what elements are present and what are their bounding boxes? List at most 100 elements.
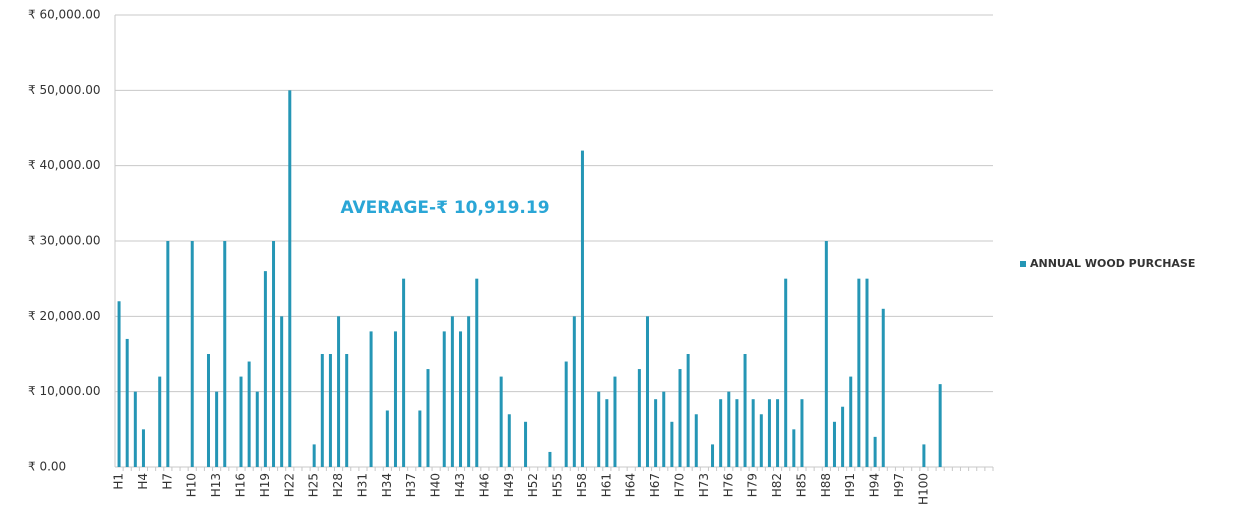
x-tick-label: H52	[526, 473, 540, 497]
bar	[166, 241, 170, 467]
bar	[800, 399, 804, 467]
bar	[263, 271, 267, 467]
average-annotation: AVERAGE-₹ 10,919.19	[340, 198, 549, 218]
x-tick-label: H4	[136, 473, 150, 490]
x-tick-label: H13	[209, 473, 223, 497]
bar	[776, 399, 780, 467]
bar	[418, 410, 422, 467]
x-tick-label: H67	[648, 473, 662, 497]
x-tick-label: H40	[429, 473, 443, 497]
bar	[345, 354, 349, 467]
y-tick-label: ₹ 0.00	[28, 460, 66, 474]
bar	[206, 354, 210, 467]
bar	[938, 384, 942, 467]
x-tick-label: H70	[673, 473, 687, 497]
bar	[328, 354, 332, 467]
bar	[832, 421, 836, 467]
bar	[580, 150, 584, 467]
bar	[369, 331, 373, 467]
bar	[824, 241, 828, 467]
bar	[792, 429, 796, 467]
bar	[564, 361, 568, 467]
x-tick-label: H97	[892, 473, 906, 497]
x-tick-label: H43	[453, 473, 467, 497]
bar	[873, 436, 877, 467]
x-tick-label: H19	[258, 473, 272, 497]
bar	[922, 444, 926, 467]
bar	[450, 316, 454, 467]
x-tick-label: H37	[404, 473, 418, 497]
bar	[711, 444, 715, 467]
x-tick-label: H7	[160, 473, 174, 490]
bar	[385, 410, 389, 467]
x-tick-label: H88	[819, 473, 833, 497]
bar	[223, 241, 227, 467]
bar	[442, 331, 446, 467]
x-tick-label: H73	[697, 473, 711, 497]
bar	[288, 90, 292, 467]
y-tick-label: ₹ 30,000.00	[28, 234, 101, 248]
legend-swatch	[1020, 261, 1026, 267]
bar	[597, 391, 601, 467]
x-tick-label: H22	[282, 473, 296, 497]
bar	[865, 278, 869, 467]
bar	[662, 391, 666, 467]
y-tick-label: ₹ 50,000.00	[28, 83, 101, 97]
bar	[117, 301, 121, 467]
bar	[735, 399, 739, 467]
bar	[572, 316, 576, 467]
bar	[133, 391, 137, 467]
legend-label: ANNUAL WOOD PURCHASE	[1030, 257, 1195, 270]
bar	[743, 354, 747, 467]
x-tick-label: H55	[551, 473, 565, 497]
x-tick-label: H25	[307, 473, 321, 497]
bar	[605, 399, 609, 467]
x-tick-label: H100	[916, 473, 930, 505]
bar	[475, 278, 479, 467]
x-tick-label: H16	[234, 473, 248, 497]
x-tick-label: H82	[770, 473, 784, 497]
bar	[272, 241, 276, 467]
bar	[686, 354, 690, 467]
x-tick-label: H58	[575, 473, 589, 497]
bar	[499, 376, 503, 467]
bar	[141, 429, 145, 467]
y-tick-label: ₹ 20,000.00	[28, 309, 101, 323]
bar	[247, 361, 251, 467]
bar	[320, 354, 324, 467]
x-tick-label: H31	[355, 473, 369, 497]
bar	[678, 369, 682, 467]
bar	[548, 451, 552, 467]
y-tick-label: ₹ 40,000.00	[28, 158, 101, 172]
x-tick-label: H94	[868, 473, 882, 497]
bar	[255, 391, 259, 467]
bar	[190, 241, 194, 467]
y-tick-label: ₹ 10,000.00	[28, 384, 101, 398]
x-tick-label: H49	[502, 473, 516, 497]
bar	[759, 414, 763, 467]
bar	[767, 399, 771, 467]
bar	[694, 414, 698, 467]
bar	[727, 391, 731, 467]
bar	[637, 369, 641, 467]
x-tick-label: H34	[380, 473, 394, 497]
bar	[459, 331, 463, 467]
x-tick-label: H79	[746, 473, 760, 497]
bar	[613, 376, 617, 467]
bar	[751, 399, 755, 467]
bar	[393, 331, 397, 467]
bar	[881, 308, 885, 467]
bar	[402, 278, 406, 467]
bar	[857, 278, 861, 467]
bar	[645, 316, 649, 467]
x-tick-label: H1	[112, 473, 126, 490]
x-tick-label: H46	[477, 473, 491, 497]
bar	[654, 399, 658, 467]
x-tick-label: H10	[185, 473, 199, 497]
bar	[239, 376, 243, 467]
bar	[849, 376, 853, 467]
bar	[467, 316, 471, 467]
bar	[125, 338, 129, 467]
x-tick-label: H76	[721, 473, 735, 497]
